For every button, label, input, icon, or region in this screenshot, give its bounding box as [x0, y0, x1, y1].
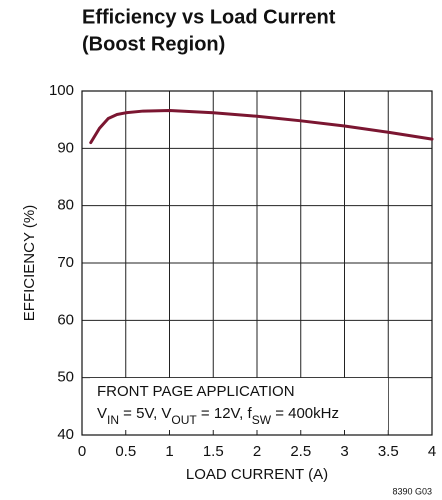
- x-tick-label: 2: [253, 443, 261, 460]
- x-tick-label: 2.5: [290, 443, 311, 460]
- x-tick-label: 3: [340, 443, 348, 460]
- annotation-text: SW: [252, 413, 272, 427]
- annotation-text: IN: [107, 413, 119, 427]
- x-tick-label: 3.5: [378, 443, 399, 460]
- annotation-text: = 400kHz: [271, 405, 339, 422]
- y-tick-label: 70: [57, 254, 74, 271]
- y-tick-label: 80: [57, 197, 74, 214]
- chart-title: Efficiency vs Load Current: [82, 6, 336, 28]
- chart-title: (Boost Region): [82, 33, 225, 55]
- plot-border: [81, 90, 433, 436]
- x-tick-label: 1: [165, 443, 173, 460]
- annotation-text: = 5V, V: [119, 405, 171, 422]
- data-line: [89, 108, 434, 145]
- annotation-text: V: [97, 405, 107, 422]
- annotation: VIN = 5V, VOUT = 12V, fSW = 400kHz: [97, 405, 339, 427]
- y-axis-label: EFFICIENCY (%): [21, 205, 38, 321]
- footnote: 8390 G03: [392, 486, 432, 496]
- y-tick-label: 90: [57, 139, 74, 156]
- annotation-text: OUT: [171, 413, 197, 427]
- x-axis-label: LOAD CURRENT (A): [186, 466, 328, 483]
- x-tick-label: 1.5: [203, 443, 224, 460]
- x-tick-label: 0: [78, 443, 86, 460]
- y-tick-label: 50: [57, 369, 74, 386]
- y-tick-label: 40: [57, 426, 74, 443]
- x-tick-label: 0.5: [115, 443, 136, 460]
- annotation-background: [90, 378, 388, 430]
- annotation-text: = 12V, f: [197, 405, 253, 422]
- annotation: FRONT PAGE APPLICATION: [97, 383, 295, 400]
- annotation-text: FRONT PAGE APPLICATION: [97, 383, 295, 400]
- x-tick-label: 4: [428, 443, 436, 460]
- y-tick-label: 100: [49, 82, 74, 99]
- y-tick-label: 60: [57, 311, 74, 328]
